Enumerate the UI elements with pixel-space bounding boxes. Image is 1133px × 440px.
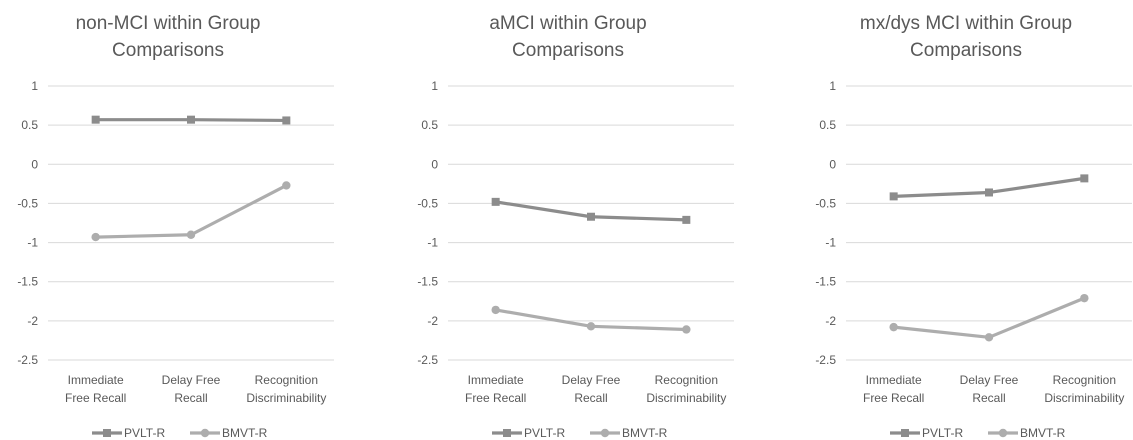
x-tick-label: Delay Free bbox=[562, 373, 621, 387]
x-tick-label: Delay Free bbox=[960, 373, 1019, 387]
legend-label: PVLT-R bbox=[922, 426, 963, 440]
y-tick-label: 1 bbox=[829, 79, 836, 93]
legend-label: PVLT-R bbox=[124, 426, 165, 440]
y-tick-label: -1.5 bbox=[417, 275, 438, 289]
chart-title-line: Comparisons bbox=[910, 40, 1022, 61]
y-tick-label: 1 bbox=[431, 79, 438, 93]
legend-item: PVLT-R bbox=[492, 426, 565, 440]
x-tick-label: Free Recall bbox=[863, 391, 924, 405]
line-chart-amci: aMCI within Group Comparisons 1 0.5 0 -0.5 -1 -… bbox=[417, 13, 734, 440]
y-tick-label: 0.5 bbox=[421, 118, 438, 132]
legend-marker bbox=[998, 428, 1008, 438]
legend-marker bbox=[503, 429, 511, 437]
data-point-bmvt-r bbox=[491, 305, 500, 315]
y-tick-label: 0.5 bbox=[21, 118, 38, 132]
legend-marker bbox=[200, 428, 210, 438]
legend-label: BMVT-R bbox=[1020, 426, 1066, 440]
y-tick-label: -2.5 bbox=[17, 353, 38, 367]
legend-item: BMVT-R bbox=[988, 426, 1066, 440]
data-point-bmvt-r bbox=[91, 232, 100, 242]
data-point-bmvt-r bbox=[984, 333, 994, 342]
x-tick-label: Discriminability bbox=[646, 391, 726, 405]
y-tick-label: -0.5 bbox=[815, 196, 836, 210]
legend-marker bbox=[901, 429, 909, 437]
data-point-pvlt-r bbox=[91, 115, 100, 124]
data-point-pvlt-r bbox=[491, 197, 500, 206]
legend-label: PVLT-R bbox=[524, 426, 565, 440]
y-tick-label: -1 bbox=[825, 236, 836, 250]
line-chart-non-mci: non-MCI within Group Comparisons 1 0.5 0 -0.5… bbox=[17, 13, 334, 440]
x-tick-label: Immediate bbox=[866, 373, 922, 387]
y-tick-label: -0.5 bbox=[17, 196, 38, 210]
x-tick-label: Recognition bbox=[255, 373, 318, 387]
y-tick-label: -2 bbox=[27, 314, 38, 328]
y-tick-label: -1.5 bbox=[17, 275, 38, 289]
data-point-pvlt-r bbox=[187, 115, 195, 124]
x-tick-label: Recall bbox=[574, 391, 607, 405]
data-point-pvlt-r bbox=[587, 212, 595, 221]
x-tick-label: Immediate bbox=[68, 373, 124, 387]
series-line-bmvt-r bbox=[95, 184, 288, 239]
x-tick-label: Recognition bbox=[655, 373, 718, 387]
data-point-bmvt-r bbox=[186, 230, 196, 239]
x-tick-label: Recall bbox=[174, 391, 207, 405]
data-point-pvlt-r bbox=[1080, 174, 1089, 183]
y-tick-label: 0 bbox=[829, 157, 836, 171]
data-point-pvlt-r bbox=[889, 192, 898, 201]
x-tick-label: Recall bbox=[972, 391, 1005, 405]
y-tick-label: -1.5 bbox=[815, 275, 836, 289]
legend-item: PVLT-R bbox=[92, 426, 165, 440]
chart-panel-mx-dys-mci: mx/dys MCI within Group Comparisons 1 0.5 0 -… bbox=[798, 0, 1133, 440]
y-tick-label: 0.5 bbox=[819, 118, 836, 132]
data-point-bmvt-r bbox=[282, 181, 291, 190]
data-point-bmvt-r bbox=[889, 322, 898, 332]
x-tick-label: Discriminability bbox=[246, 391, 326, 405]
legend-label: BMVT-R bbox=[222, 426, 268, 440]
data-point-pvlt-r bbox=[282, 116, 291, 125]
data-point-pvlt-r bbox=[985, 188, 993, 197]
x-tick-label: Discriminability bbox=[1044, 391, 1124, 405]
y-tick-label: -1 bbox=[27, 236, 38, 250]
x-tick-label: Recognition bbox=[1053, 373, 1116, 387]
legend-marker bbox=[600, 428, 610, 438]
y-tick-label: -0.5 bbox=[417, 196, 438, 210]
y-tick-label: -2.5 bbox=[417, 353, 438, 367]
x-tick-label: Free Recall bbox=[65, 391, 126, 405]
legend-item: BMVT-R bbox=[590, 426, 668, 440]
data-point-bmvt-r bbox=[1080, 293, 1089, 303]
data-point-pvlt-r bbox=[682, 215, 691, 224]
y-tick-label: -2.5 bbox=[815, 353, 836, 367]
chart-title-line: mx/dys MCI within Group bbox=[860, 13, 1072, 34]
legend-item: PVLT-R bbox=[890, 426, 963, 440]
legend-label: BMVT-R bbox=[622, 426, 668, 440]
y-tick-label: 1 bbox=[31, 79, 38, 93]
y-tick-label: -2 bbox=[427, 314, 438, 328]
y-tick-label: -2 bbox=[825, 314, 836, 328]
data-point-bmvt-r bbox=[586, 322, 596, 331]
chart-title-line: non-MCI within Group bbox=[76, 13, 261, 34]
y-tick-label: -1 bbox=[427, 236, 438, 250]
y-tick-label: 0 bbox=[31, 157, 38, 171]
legend-item: BMVT-R bbox=[190, 426, 268, 440]
x-tick-label: Free Recall bbox=[465, 391, 526, 405]
legend-marker bbox=[103, 429, 111, 437]
y-tick-label: 0 bbox=[431, 157, 438, 171]
chart-panel-amci: aMCI within Group Comparisons 1 0.5 0 -0.5 -1 -… bbox=[400, 0, 777, 440]
data-point-bmvt-r bbox=[682, 325, 691, 334]
x-tick-label: Delay Free bbox=[162, 373, 221, 387]
x-tick-label: Immediate bbox=[468, 373, 524, 387]
chart-title-line: Comparisons bbox=[512, 40, 624, 61]
series-line-bmvt-r bbox=[893, 296, 1085, 339]
line-chart-mx-dys-mci: mx/dys MCI within Group Comparisons 1 0.5 0 -… bbox=[815, 13, 1132, 440]
chart-panel-non-mci: non-MCI within Group Comparisons 1 0.5 0 -0.5… bbox=[0, 0, 377, 440]
chart-title-line: Comparisons bbox=[112, 40, 224, 61]
chart-title-line: aMCI within Group bbox=[489, 13, 646, 34]
